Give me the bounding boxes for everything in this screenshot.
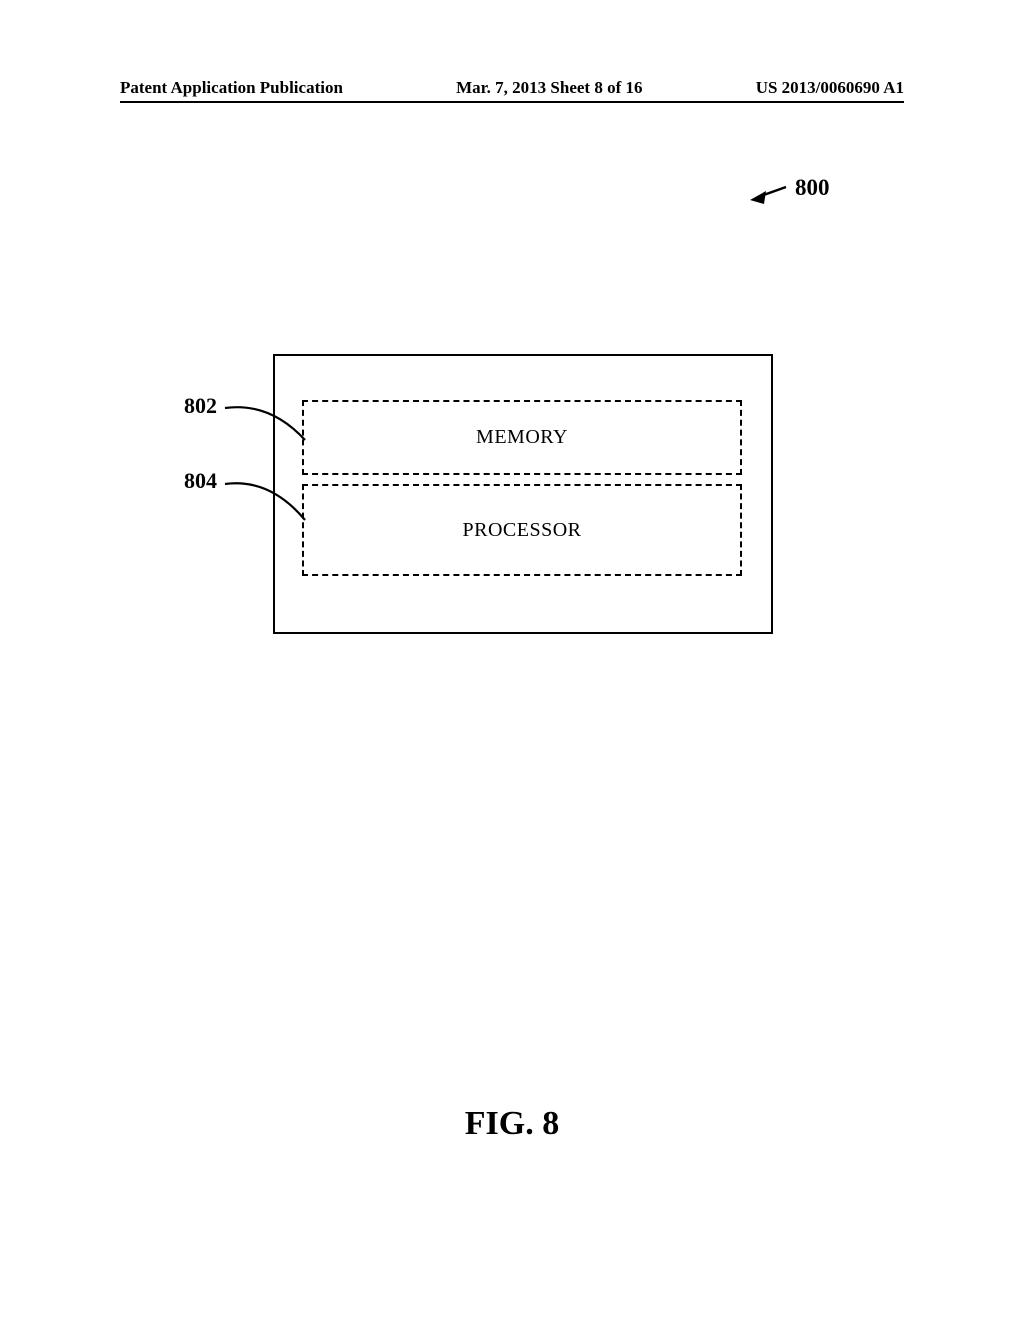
page: Patent Application Publication Mar. 7, 2… <box>0 0 1024 1320</box>
figure-caption: FIG. 8 <box>0 1105 1024 1143</box>
